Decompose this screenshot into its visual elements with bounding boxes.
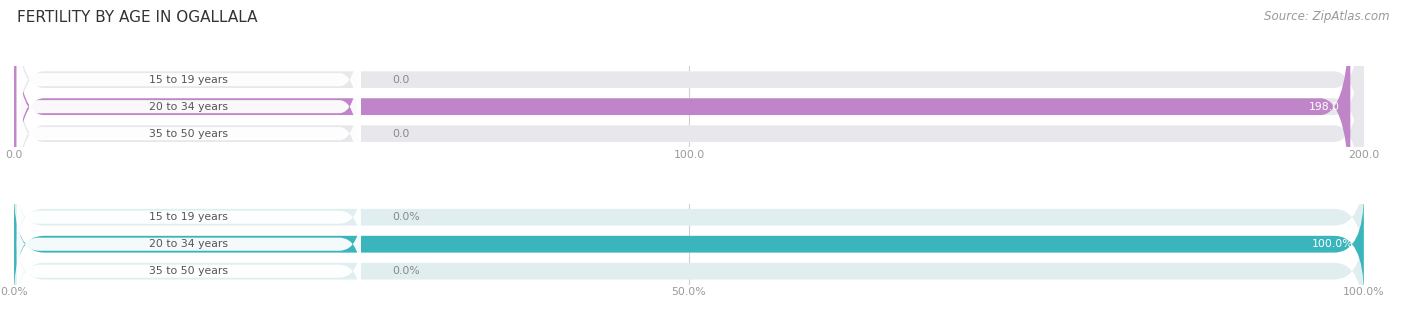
- FancyBboxPatch shape: [17, 235, 361, 308]
- Text: 20 to 34 years: 20 to 34 years: [149, 102, 228, 112]
- Text: Source: ZipAtlas.com: Source: ZipAtlas.com: [1264, 10, 1389, 23]
- Text: 15 to 19 years: 15 to 19 years: [149, 75, 228, 85]
- Text: 0.0%: 0.0%: [392, 212, 420, 222]
- Text: 198.0: 198.0: [1309, 102, 1340, 112]
- FancyBboxPatch shape: [14, 193, 1364, 295]
- FancyBboxPatch shape: [14, 193, 1364, 295]
- FancyBboxPatch shape: [14, 220, 1364, 322]
- FancyBboxPatch shape: [14, 166, 1364, 268]
- FancyBboxPatch shape: [17, 181, 361, 254]
- Text: 0.0: 0.0: [392, 129, 409, 139]
- FancyBboxPatch shape: [14, 0, 1364, 217]
- FancyBboxPatch shape: [14, 0, 1350, 217]
- Text: 20 to 34 years: 20 to 34 years: [149, 239, 228, 249]
- Text: 0.0: 0.0: [392, 75, 409, 85]
- Text: 35 to 50 years: 35 to 50 years: [149, 266, 228, 276]
- FancyBboxPatch shape: [17, 27, 361, 186]
- Text: 35 to 50 years: 35 to 50 years: [149, 129, 228, 139]
- FancyBboxPatch shape: [17, 0, 361, 160]
- FancyBboxPatch shape: [17, 208, 361, 281]
- FancyBboxPatch shape: [17, 54, 361, 213]
- Text: 100.0%: 100.0%: [1312, 239, 1353, 249]
- FancyBboxPatch shape: [14, 0, 1364, 190]
- Text: 0.0%: 0.0%: [392, 266, 420, 276]
- Text: 15 to 19 years: 15 to 19 years: [149, 212, 228, 222]
- FancyBboxPatch shape: [14, 23, 1364, 244]
- Text: FERTILITY BY AGE IN OGALLALA: FERTILITY BY AGE IN OGALLALA: [17, 10, 257, 25]
